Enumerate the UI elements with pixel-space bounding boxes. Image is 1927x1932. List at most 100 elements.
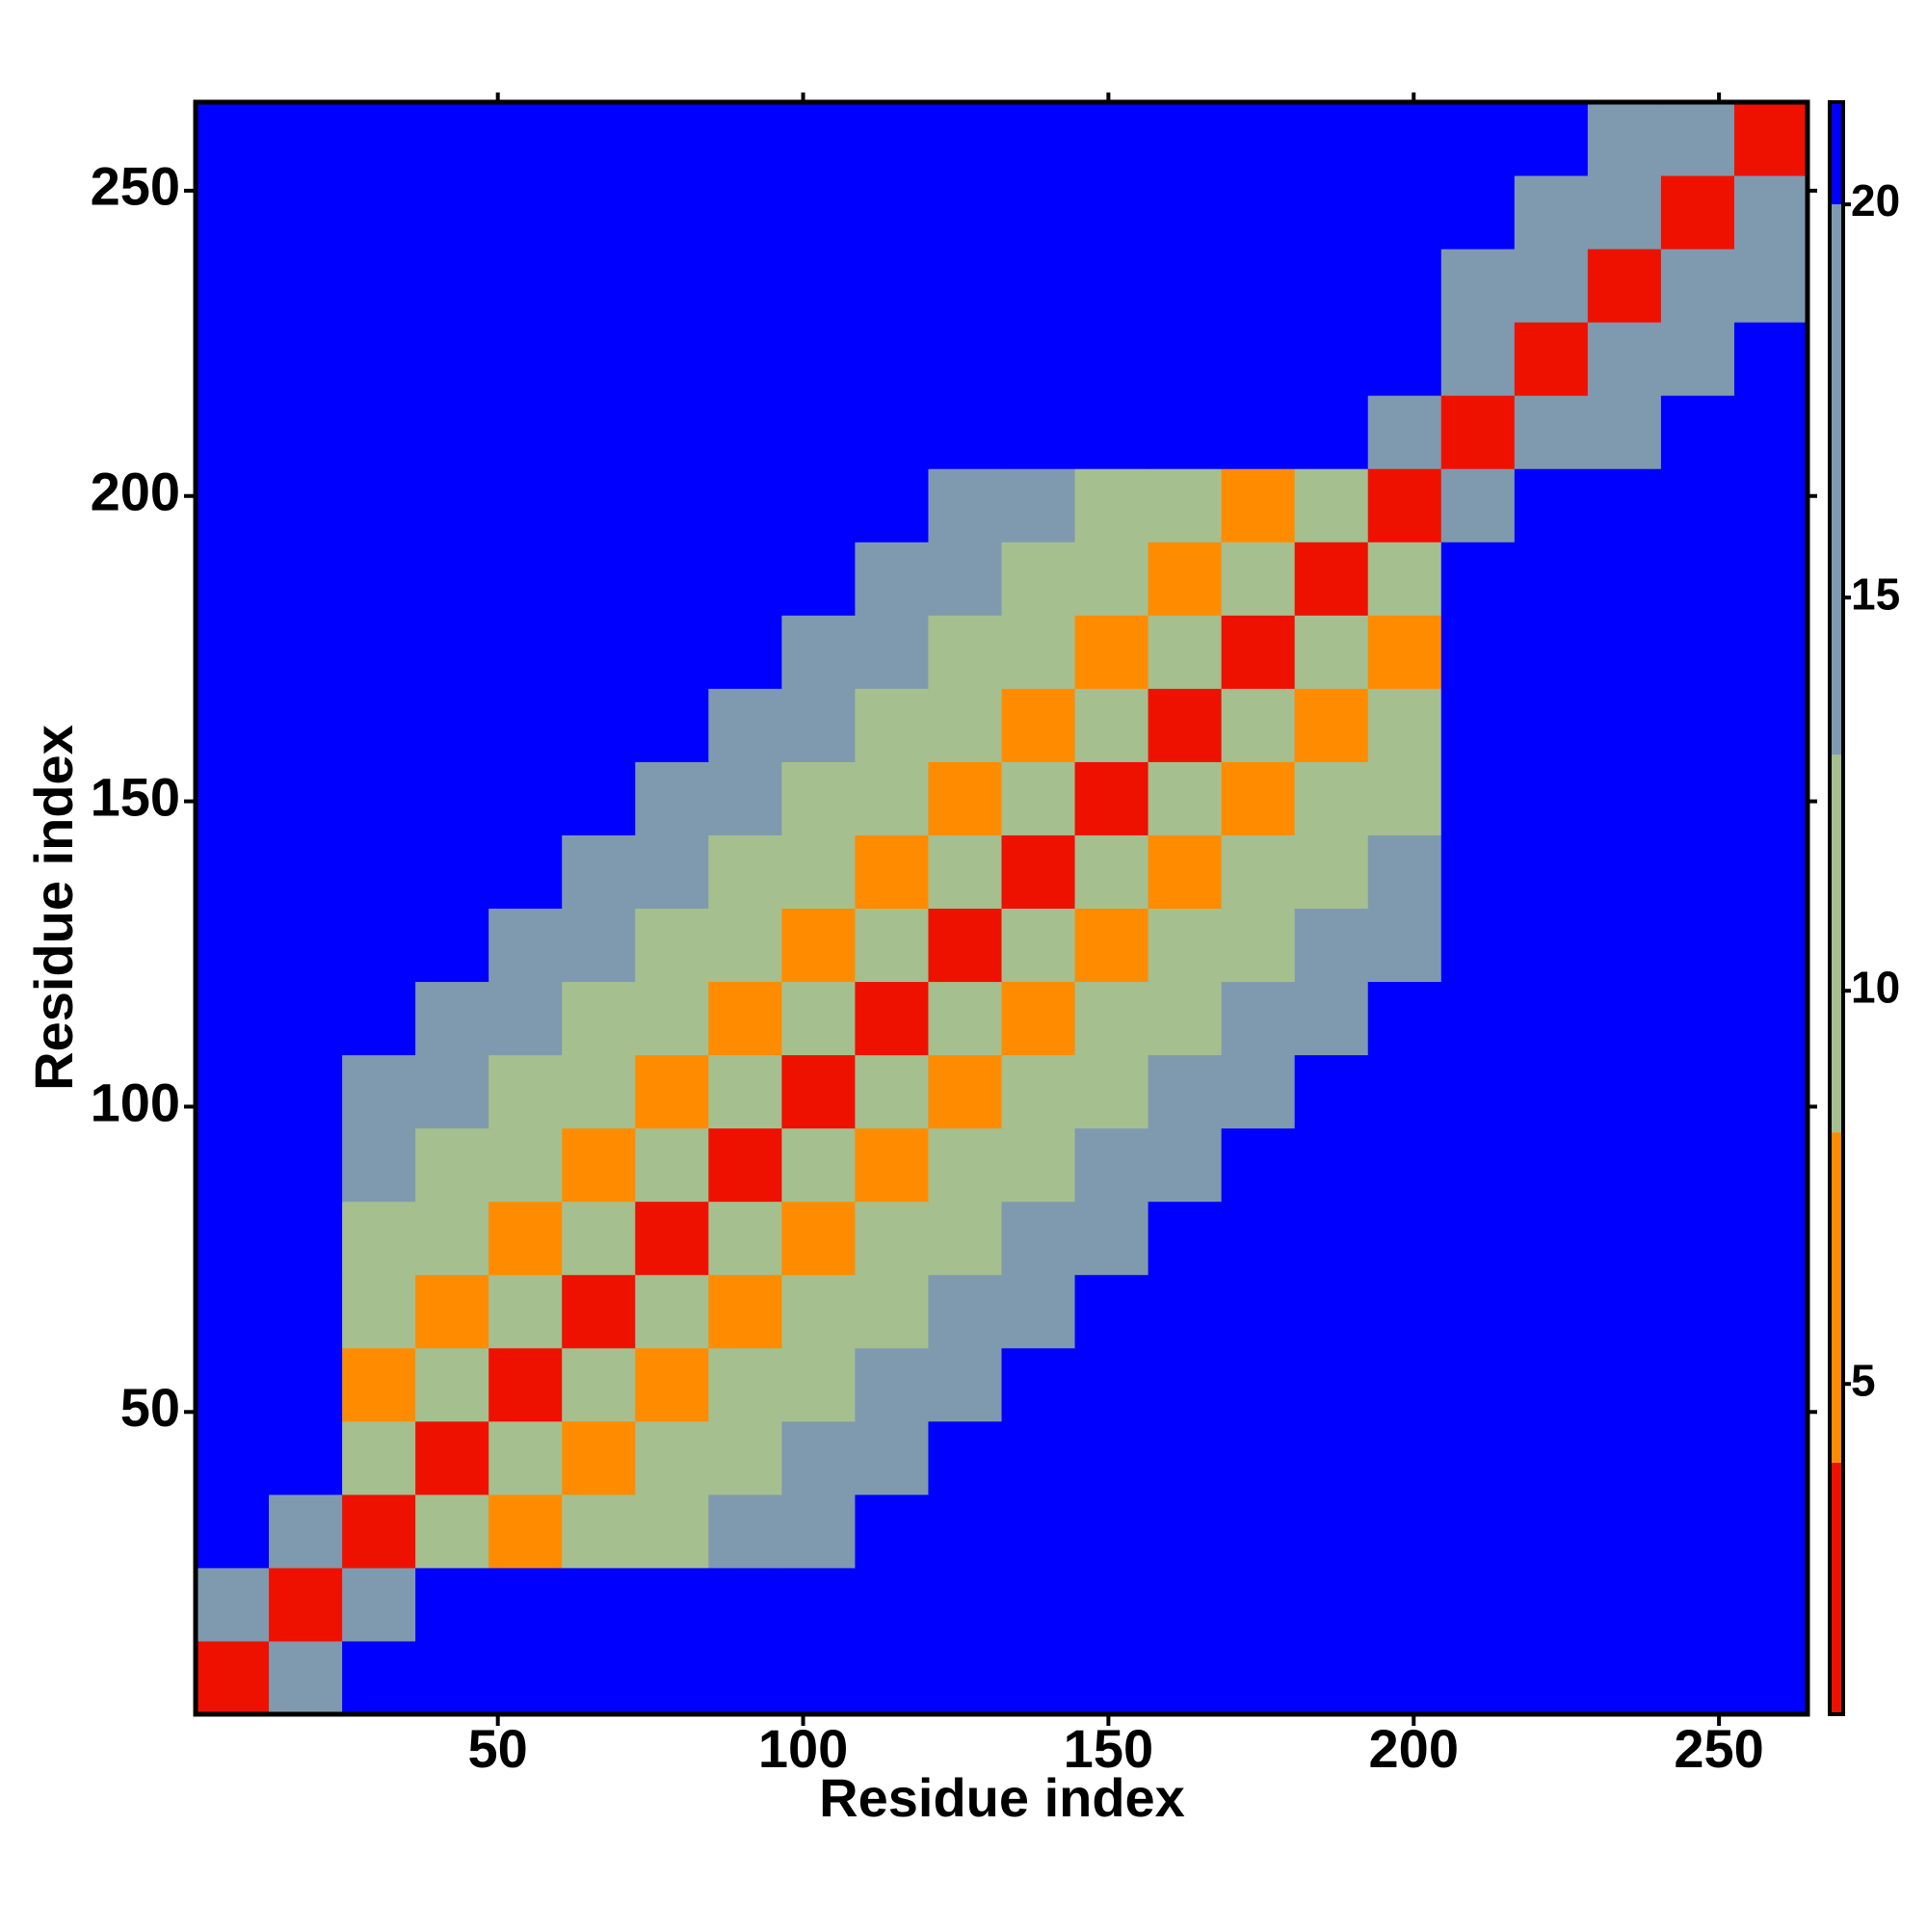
heatmap-cell [562, 468, 636, 543]
heatmap-cell [855, 981, 929, 1056]
heatmap-cell [855, 395, 929, 469]
heatmap-cell [1367, 1054, 1442, 1129]
heatmap-cell [1074, 322, 1149, 396]
heatmap-cell [1514, 1347, 1589, 1422]
heatmap-cell [1148, 542, 1223, 616]
heatmap-cell [1660, 908, 1735, 983]
heatmap-cell [1074, 1567, 1149, 1642]
heatmap-cell [269, 1494, 343, 1569]
heatmap-cell [415, 102, 489, 176]
heatmap-cell [635, 688, 709, 762]
heatmap-cell [1221, 1274, 1296, 1349]
heatmap-cell [1440, 1640, 1516, 1715]
heatmap-cell [928, 1347, 1002, 1422]
heatmap-cell [781, 468, 856, 543]
heatmap-cell [1587, 1274, 1662, 1349]
heatmap-cell [1148, 1201, 1223, 1276]
heatmap-cell [415, 615, 489, 689]
heatmap-cell [928, 1420, 1002, 1495]
heatmap-cell [488, 468, 563, 543]
y-tick-label: 100 [91, 1072, 180, 1132]
heatmap-cell [196, 1567, 270, 1642]
heatmap-cell [196, 1347, 270, 1422]
heatmap-cell [1001, 542, 1076, 616]
heatmap-cell [415, 1494, 489, 1569]
heatmap-cell [1367, 1494, 1442, 1569]
heatmap-cell [269, 761, 343, 835]
heatmap-cell [342, 102, 416, 176]
heatmap-cell [1294, 468, 1369, 543]
heatmap-cell [1514, 981, 1589, 1056]
heatmap-cell [1221, 908, 1296, 983]
heatmap-cell [708, 175, 782, 250]
heatmap-cell [342, 615, 416, 689]
heatmap-cell [1733, 1274, 1808, 1349]
heatmap-cell [1221, 1347, 1296, 1422]
heatmap-cell [342, 1494, 416, 1569]
heatmap-cell [1660, 615, 1735, 689]
colorbar-segment [1830, 1132, 1843, 1463]
heatmap-cell [1660, 468, 1735, 543]
heatmap-cell [928, 1274, 1002, 1349]
heatmap-cell [928, 688, 1002, 762]
heatmap-cell [1587, 1494, 1662, 1569]
heatmap-cell [1001, 981, 1076, 1056]
heatmap-cell [635, 1640, 709, 1715]
heatmap-cell [196, 395, 270, 469]
heatmap-cell [269, 1640, 343, 1715]
heatmap-cell [1367, 322, 1442, 396]
heatmap-cell [635, 761, 709, 835]
heatmap-cell [196, 1274, 270, 1349]
heatmap-cell [781, 1420, 856, 1495]
heatmap-cell [781, 761, 856, 835]
heatmap-cell [1514, 1054, 1589, 1129]
heatmap-cell [1587, 249, 1662, 323]
heatmap-cell [1440, 1274, 1516, 1349]
heatmap-cell [1294, 1494, 1369, 1569]
heatmap-cell [635, 981, 709, 1056]
heatmap-cell [635, 395, 709, 469]
heatmap-cell [1733, 981, 1808, 1056]
heatmap-cell [1074, 249, 1149, 323]
heatmap-cell [1733, 761, 1808, 835]
heatmap-cell [1660, 395, 1735, 469]
heatmap-cell [269, 908, 343, 983]
heatmap-cell [1733, 1567, 1808, 1642]
heatmap-cell [928, 1494, 1002, 1569]
heatmap-cell [708, 908, 782, 983]
heatmap-cell [1660, 322, 1735, 396]
colorbar-segment [1830, 754, 1843, 1133]
heatmap-cell [342, 1347, 416, 1422]
heatmap-cell [342, 1054, 416, 1129]
heatmap-cell [269, 468, 343, 543]
heatmap-cell [928, 249, 1002, 323]
heatmap-cell [488, 249, 563, 323]
heatmap-cell [1221, 1567, 1296, 1642]
heatmap-cell [1001, 1274, 1076, 1349]
heatmap-cell [269, 542, 343, 616]
heatmap-cell [1148, 1054, 1223, 1129]
heatmap-cell [1514, 688, 1589, 762]
heatmap-cell [1733, 1201, 1808, 1276]
heatmap-cell [342, 1127, 416, 1203]
heatmap-cell [342, 908, 416, 983]
heatmap-cell [1367, 1274, 1442, 1349]
heatmap-cell [928, 1640, 1002, 1715]
heatmap-cell [1294, 1347, 1369, 1422]
heatmap-cell [708, 1567, 782, 1642]
heatmap-cell [708, 1347, 782, 1422]
heatmap-cell [1294, 761, 1369, 835]
heatmap-cell [1367, 1201, 1442, 1276]
heatmap-cell [1733, 102, 1808, 176]
heatmap-cell [1221, 1127, 1296, 1203]
colorbar-segment [1830, 102, 1843, 205]
heatmap-cell [1660, 1567, 1735, 1642]
heatmap-cell [1294, 834, 1369, 909]
heatmap-cell [928, 1567, 1002, 1642]
heatmap-cell [488, 1494, 563, 1569]
heatmap-cell [781, 175, 856, 250]
heatmap-cell [342, 395, 416, 469]
heatmap-cell [635, 1567, 709, 1642]
heatmap-cell [1440, 1347, 1516, 1422]
heatmap-cell [635, 1347, 709, 1422]
